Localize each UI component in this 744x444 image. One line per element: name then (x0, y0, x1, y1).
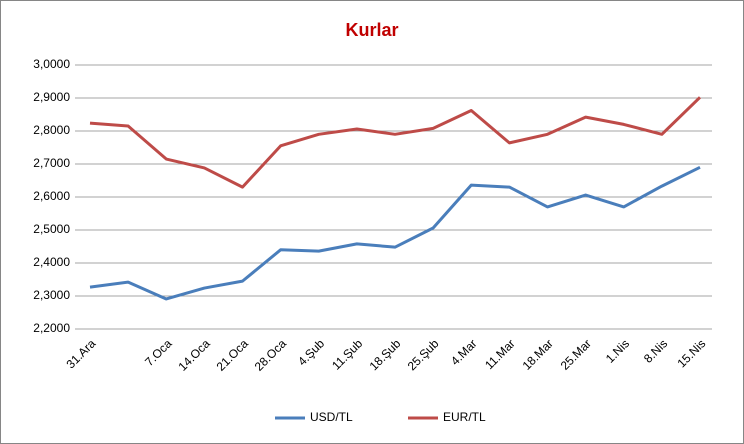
y-tick-label: 2,2000 (33, 321, 70, 335)
chart-title: Kurlar (345, 20, 398, 40)
legend-label: USD/TL (310, 410, 353, 424)
legend-label: EUR/TL (443, 410, 486, 424)
y-tick-label: 2,9000 (33, 90, 70, 104)
data-line (89, 96, 702, 189)
y-tick-label: 3,0000 (33, 57, 70, 71)
y-tick-label: 2,4000 (33, 255, 70, 269)
y-tick-label: 2,5000 (33, 222, 70, 236)
y-tick-label: 2,7000 (33, 156, 70, 170)
data-line (89, 165, 701, 301)
y-tick-label: 2,3000 (33, 288, 70, 302)
y-tick-label: 2,6000 (33, 189, 70, 203)
y-tick-label: 2,8000 (33, 123, 70, 137)
